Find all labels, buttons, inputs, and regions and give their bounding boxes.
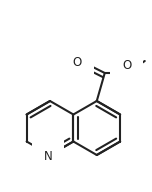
Text: N: N <box>44 150 52 162</box>
Text: O: O <box>73 56 82 70</box>
Text: O: O <box>122 59 131 72</box>
